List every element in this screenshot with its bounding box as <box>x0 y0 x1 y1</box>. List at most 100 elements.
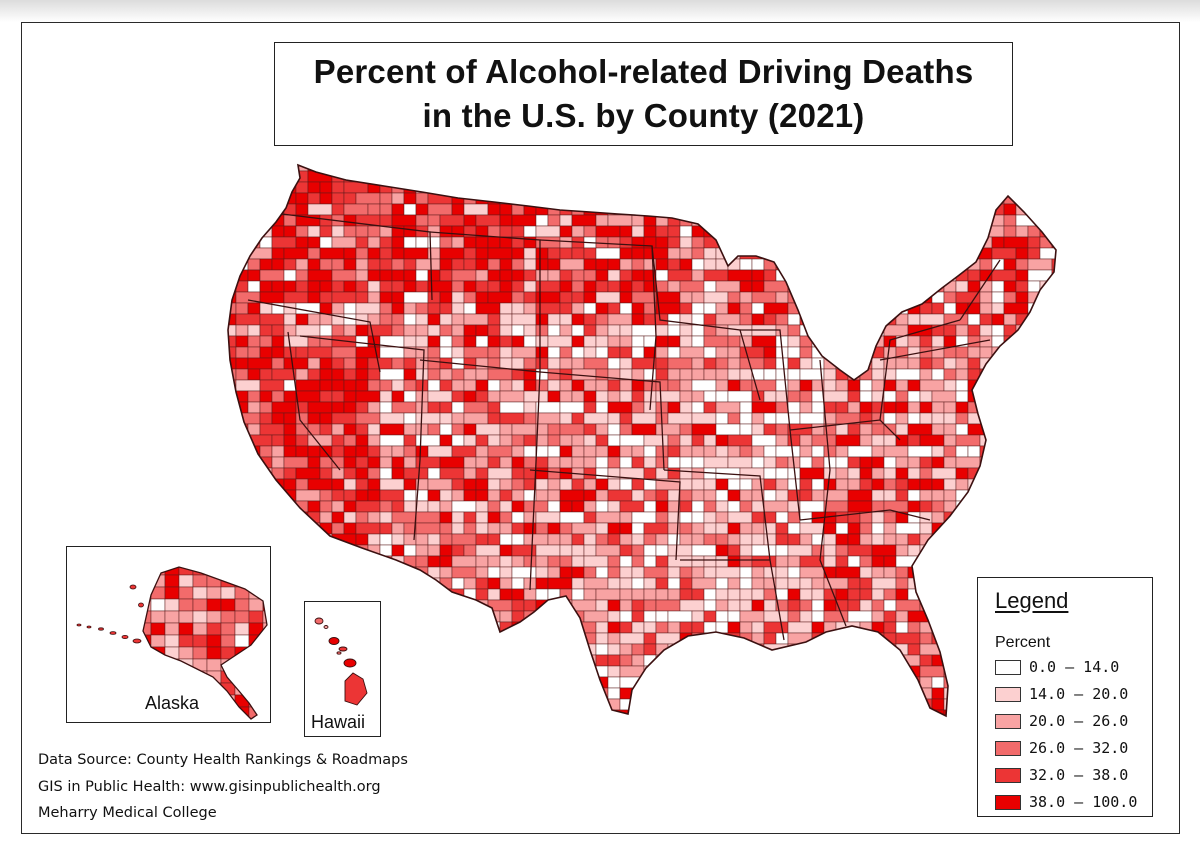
county-cell <box>943 610 957 623</box>
county-cell <box>763 236 777 249</box>
county-cell <box>475 423 501 436</box>
county-cell <box>679 302 693 315</box>
county-cell <box>607 412 621 425</box>
county-cell <box>283 555 297 568</box>
county-cell <box>751 566 765 579</box>
county-cell <box>715 379 729 392</box>
county-cell <box>403 687 429 700</box>
county-cell <box>487 522 501 535</box>
county-cell <box>571 302 585 315</box>
county-cell <box>535 522 549 535</box>
county-cell <box>451 522 465 535</box>
county-cell <box>439 313 453 326</box>
county-cell <box>547 676 561 689</box>
county-cell <box>1051 225 1056 238</box>
county-cell <box>907 467 921 480</box>
county-cell <box>667 687 681 700</box>
county-cell <box>1003 291 1017 304</box>
county-cell <box>499 357 513 370</box>
county-cell <box>415 555 429 568</box>
county-cell <box>463 258 477 271</box>
borough-cell <box>150 670 166 684</box>
borough-cell <box>150 610 166 624</box>
county-cell <box>391 709 405 716</box>
county-cell <box>511 423 537 436</box>
county-cell <box>895 236 909 249</box>
county-cell <box>835 192 849 205</box>
county-cell <box>643 368 657 381</box>
county-cell <box>559 687 573 700</box>
county-cell <box>631 269 645 282</box>
county-cell <box>355 225 369 238</box>
county-cell <box>391 280 405 293</box>
county-cell <box>475 500 489 513</box>
county-cell <box>631 610 645 623</box>
county-cell <box>451 181 465 194</box>
hawaii-map <box>314 617 368 706</box>
county-cell <box>787 478 801 491</box>
county-cell <box>931 192 945 205</box>
county-cell <box>283 610 297 623</box>
county-cell <box>571 203 585 216</box>
borough-cell <box>206 574 222 588</box>
county-cell <box>1027 181 1053 194</box>
county-cell <box>1003 379 1017 392</box>
borough-cell <box>206 694 222 708</box>
county-cell <box>439 165 465 172</box>
county-cell <box>667 489 681 502</box>
county-cell <box>883 181 897 194</box>
county-cell <box>228 390 237 403</box>
county-cell <box>415 302 429 315</box>
county-cell <box>955 181 969 194</box>
county-cell <box>1039 313 1053 326</box>
county-cell <box>523 291 537 304</box>
county-cell <box>1015 511 1029 524</box>
county-cell <box>463 610 477 623</box>
county-cell <box>475 478 489 491</box>
county-cell <box>451 302 465 315</box>
county-cell <box>1039 357 1053 370</box>
county-cell <box>487 478 501 491</box>
borough-cell <box>192 598 208 612</box>
county-cell <box>283 280 297 293</box>
county-cell <box>247 456 261 469</box>
county-cell <box>727 456 753 469</box>
county-cell <box>799 654 813 667</box>
county-cell <box>823 170 837 183</box>
county-cell <box>295 203 309 216</box>
county-cell <box>1051 456 1056 469</box>
county-cell <box>787 621 813 634</box>
county-cell <box>535 698 549 711</box>
county-cell <box>775 555 789 568</box>
county-cell <box>343 544 357 557</box>
county-cell <box>487 599 513 612</box>
county-cell <box>895 203 921 216</box>
county-cell <box>631 357 657 370</box>
county-cell <box>739 412 753 425</box>
county-cell <box>715 434 729 447</box>
county-cell <box>811 544 825 557</box>
borough-cell <box>234 718 250 719</box>
county-cell <box>247 511 261 524</box>
county-cell <box>931 621 945 634</box>
county-cell <box>451 599 465 612</box>
county-cell <box>439 258 453 271</box>
county-cell <box>679 445 693 458</box>
county-cell <box>595 500 609 513</box>
county-cell <box>836 721 848 732</box>
county-cell <box>451 445 477 458</box>
county-cell <box>355 335 369 348</box>
county-cell <box>235 522 261 535</box>
county-cell <box>787 192 801 205</box>
county-cell <box>835 165 849 172</box>
county-cell <box>1003 335 1029 348</box>
county-cell <box>643 434 669 447</box>
county-cell <box>307 412 321 425</box>
county-cell <box>631 390 645 403</box>
county-cell <box>979 555 993 568</box>
county-cell <box>1003 236 1029 249</box>
county-cell <box>655 489 669 502</box>
borough-cell <box>192 622 208 636</box>
county-cell <box>595 709 609 716</box>
county-cell <box>559 665 573 678</box>
